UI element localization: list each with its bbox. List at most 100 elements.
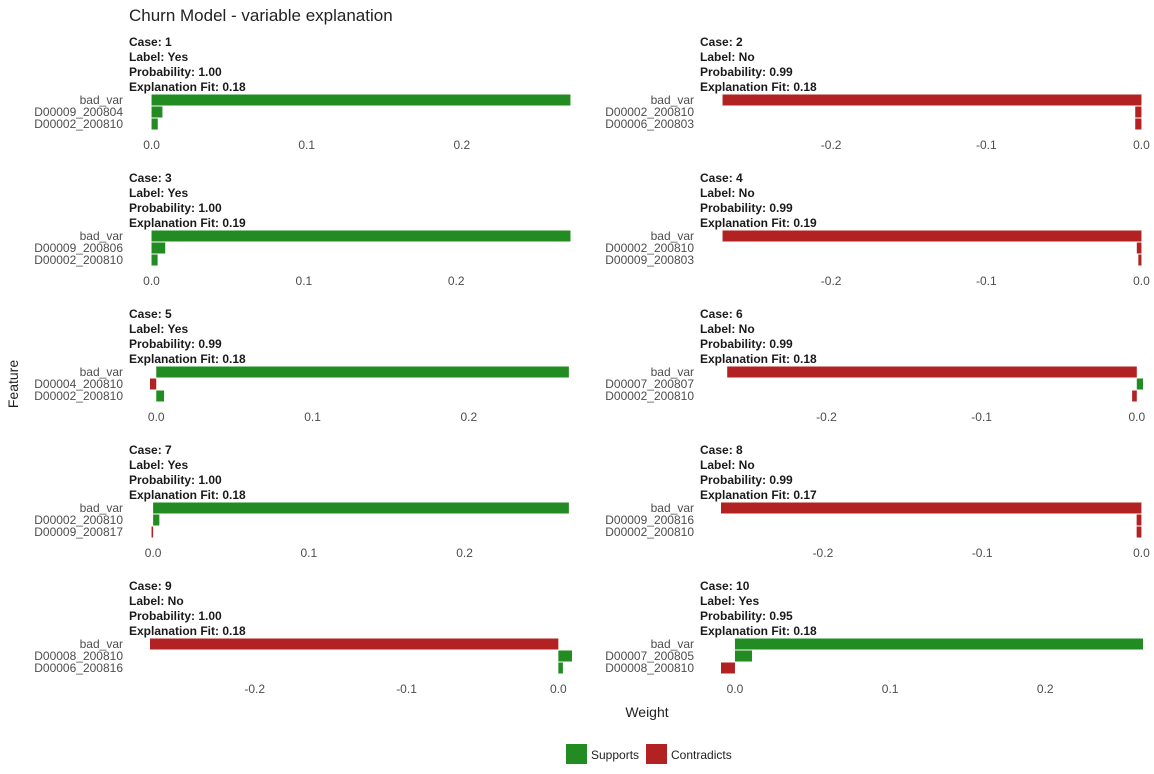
feature-label: D00008_200810 xyxy=(34,649,123,663)
weight-bar xyxy=(722,94,1142,106)
weight-bar xyxy=(153,514,160,526)
weight-bar xyxy=(151,526,154,538)
weight-bar xyxy=(150,638,559,650)
panel-header-probability: Probability: 0.99 xyxy=(129,337,222,351)
panel-header-probability-value: 0.99 xyxy=(769,65,793,79)
panel-header-label-value: No xyxy=(739,322,755,336)
weight-bar xyxy=(1136,514,1142,526)
weight-bar xyxy=(151,254,158,266)
weight-bar xyxy=(1136,242,1142,254)
x-tick-label: 0.2 xyxy=(448,274,465,288)
panel-header-probability: Probability: 0.99 xyxy=(700,201,793,215)
panel-header-case: Case: 1 xyxy=(129,35,172,49)
x-tick-label: 0.0 xyxy=(1133,546,1150,560)
panel-header-fit-value: 0.19 xyxy=(222,216,246,230)
panel-header-probability-value: 0.99 xyxy=(198,337,222,351)
x-tick-label: -0.2 xyxy=(821,138,842,152)
panel-header-case-value: 8 xyxy=(736,443,743,457)
panel-header-label: Label: No xyxy=(129,594,184,608)
weight-bar xyxy=(1135,106,1142,118)
weight-bar xyxy=(722,230,1142,242)
x-tick-label: -0.2 xyxy=(244,682,265,696)
panel-header-probability-value: 1.00 xyxy=(198,65,222,79)
panel-header-case: Case: 3 xyxy=(129,171,172,185)
feature-label: bad_var xyxy=(651,229,694,243)
weight-bar xyxy=(151,94,571,106)
panel-header-case-value: 4 xyxy=(736,171,743,185)
weight-bar xyxy=(1138,254,1142,266)
weight-bar xyxy=(721,502,1142,514)
feature-label: D00007_200805 xyxy=(605,649,694,663)
panel-header-label-value: Yes xyxy=(167,458,188,472)
panel-header-fit: Explanation Fit: 0.17 xyxy=(700,488,817,502)
panel-header-case-value: 9 xyxy=(165,579,172,593)
x-tick-label: 0.2 xyxy=(454,138,471,152)
panel-header-label: Label: No xyxy=(700,50,755,64)
feature-label: D00002_200810 xyxy=(34,253,123,267)
feature-label: bad_var xyxy=(80,229,123,243)
x-tick-label: 0.0 xyxy=(1133,138,1150,152)
feature-label: D00004_200810 xyxy=(34,377,123,391)
x-tick-label: 0.2 xyxy=(461,410,478,424)
x-tick-label: 0.1 xyxy=(300,546,317,560)
feature-label: bad_var xyxy=(651,501,694,515)
panel-header-case-value: 2 xyxy=(736,35,743,49)
feature-label: D00002_200810 xyxy=(34,117,123,131)
weight-bar xyxy=(558,662,563,674)
panel-header-label-value: No xyxy=(739,458,755,472)
feature-label: D00008_200810 xyxy=(605,661,694,675)
legend: Supports Contradicts xyxy=(566,744,732,764)
panel-header-label-value: No xyxy=(739,50,755,64)
feature-label: D00002_200810 xyxy=(605,525,694,539)
x-tick-label: 0.1 xyxy=(296,274,313,288)
panel-header-label-value: No xyxy=(168,594,184,608)
x-tick-label: 0.1 xyxy=(298,138,315,152)
panel-header-label-value: Yes xyxy=(167,322,188,336)
panel-header-case: Case: 5 xyxy=(129,307,172,321)
x-tick-label: -0.1 xyxy=(972,546,993,560)
x-tick-label: 0.0 xyxy=(1128,410,1145,424)
weight-bar xyxy=(727,366,1137,378)
weight-bar xyxy=(151,118,158,130)
panel-header-label: Label: No xyxy=(700,322,755,336)
panel-header-probability: Probability: 1.00 xyxy=(129,65,222,79)
panel-header-label: Label: No xyxy=(700,458,755,472)
panel-header-fit-value: 0.17 xyxy=(793,488,817,502)
panel-header-probability-value: 1.00 xyxy=(198,473,222,487)
x-tick-label: 0.0 xyxy=(1133,274,1150,288)
panel-header-probability-value: 0.99 xyxy=(769,201,793,215)
panel-header-fit: Explanation Fit: 0.19 xyxy=(129,216,246,230)
weight-bar xyxy=(151,242,166,254)
panel-header-case: Case: 9 xyxy=(129,579,172,593)
panel-header-probability: Probability: 0.95 xyxy=(700,609,793,623)
panel-header-fit-value: 0.18 xyxy=(793,352,817,366)
feature-label: bad_var xyxy=(80,637,123,651)
x-tick-label: 0.0 xyxy=(727,682,744,696)
feature-label: D00009_200804 xyxy=(34,105,123,119)
weight-bar xyxy=(1136,526,1142,538)
panel-header-case-value: 6 xyxy=(736,307,743,321)
panel-header-fit: Explanation Fit: 0.18 xyxy=(129,352,246,366)
feature-label: D00009_200817 xyxy=(34,525,123,539)
feature-label: bad_var xyxy=(651,93,694,107)
x-tick-label: -0.1 xyxy=(396,682,417,696)
panel-header-case: Case: 6 xyxy=(700,307,743,321)
panel-header-fit-value: 0.18 xyxy=(222,80,246,94)
legend-swatch-contradicts xyxy=(646,744,667,764)
x-tick-label: 0.2 xyxy=(1037,682,1054,696)
x-tick-label: -0.1 xyxy=(976,138,997,152)
panel-header-label: Label: Yes xyxy=(700,594,759,608)
feature-label: D00009_200816 xyxy=(605,513,694,527)
panel-header-label-value: No xyxy=(739,186,755,200)
weight-bar xyxy=(1135,118,1142,130)
panel-header-fit: Explanation Fit: 0.18 xyxy=(700,80,817,94)
panel-header-case: Case: 10 xyxy=(700,579,750,593)
panel-header-case-value: 5 xyxy=(165,307,172,321)
panel-header-label-value: Yes xyxy=(738,594,759,608)
